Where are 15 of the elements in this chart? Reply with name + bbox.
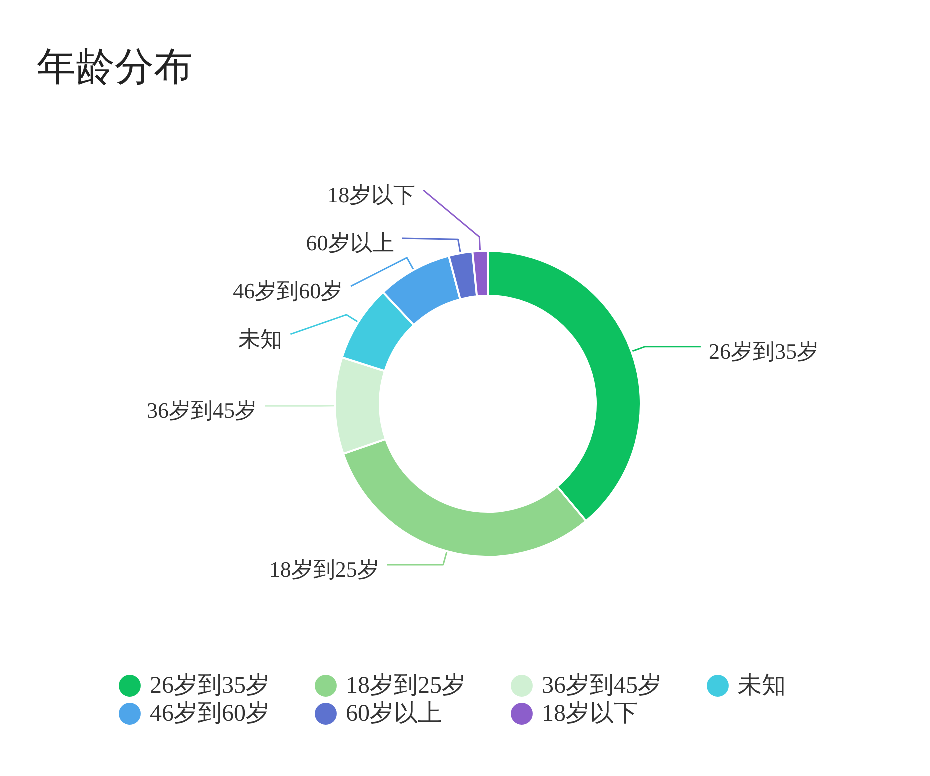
slice-label: 26岁到35岁: [708, 338, 819, 364]
legend-label: 60岁以上: [346, 701, 442, 727]
legend-label: 46岁到60岁: [150, 701, 270, 727]
slice-label: 36岁到45岁: [147, 398, 258, 424]
legend-label: 36岁到45岁: [542, 673, 662, 699]
slice-label: 18岁以下: [328, 182, 416, 208]
legend-label: 未知: [738, 673, 786, 699]
slice-label: 未知: [238, 326, 283, 352]
slice-label: 60岁以上: [306, 230, 394, 256]
legend-label: 26岁到35岁: [150, 673, 270, 699]
slice-label: 18岁到25岁: [269, 556, 380, 582]
chart-title: 年龄分布: [37, 46, 193, 89]
legend-label: 18岁到25岁: [346, 673, 466, 699]
slice-label: 46岁到60岁: [233, 278, 344, 304]
legend-label: 18岁以下: [542, 701, 638, 727]
